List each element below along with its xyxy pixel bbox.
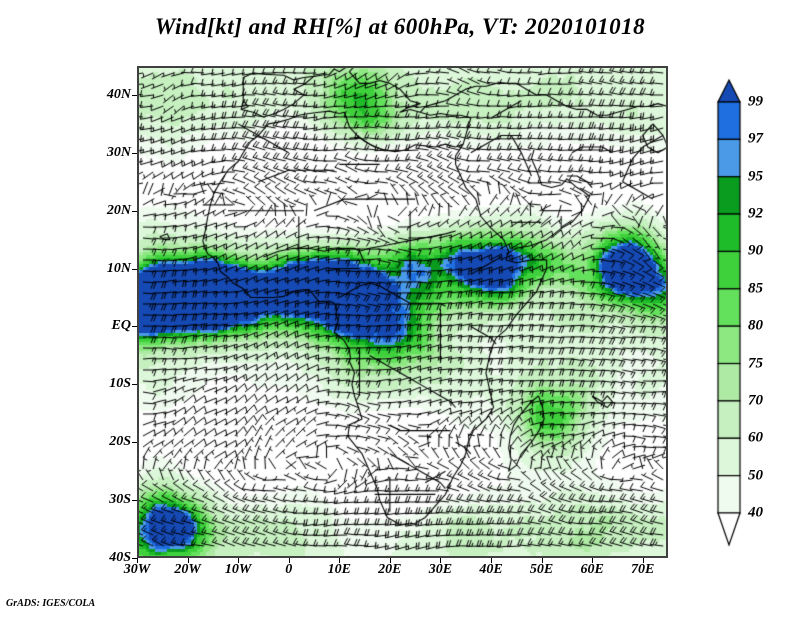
colorbar-tick-label: 70 [748,392,763,409]
colorbar-tick-label: 97 [748,130,763,147]
x-axis-tick-label: 70E [631,562,655,577]
y-tick [132,152,137,154]
x-axis-tick-label: 20W [174,562,201,577]
y-axis-tick-label: 40S [109,550,131,565]
page-title: Wind[kt] and RH[%] at 600hPa, VT: 202010… [154,14,646,39]
rh-colorbar[interactable]: 99 97 95 92 90 85 80 75 70 60 50 40 [714,70,800,550]
x-tick [187,558,189,563]
y-tick [132,326,137,328]
y-axis-tick-label: 20N [106,202,131,218]
y-tick [132,558,137,559]
colorbar-tick-label: 50 [748,467,763,484]
rh-wind-map-canvas[interactable] [137,66,668,558]
x-axis-tick-label: 10W [224,562,252,577]
x-axis-tick-label: 30E [428,562,453,577]
y-axis-tick-label: 20S [109,434,131,450]
colorbar-tick-label: 85 [748,280,763,297]
x-tick [592,558,594,563]
x-tick [541,558,543,563]
x-axis-tick-label: 40E [479,562,503,577]
x-tick [288,558,290,563]
y-tick [132,442,137,444]
credit-text: GrADS: IGES/COLA [6,598,96,609]
x-axis-tick-label: 60E [580,562,604,577]
x-axis-tick-label: 20E [378,562,402,577]
y-axis-tick-label: 30N [106,144,131,160]
y-tick [132,94,137,96]
y-tick [132,384,137,386]
x-axis-tick-label: 50E [529,562,554,577]
y-tick [132,500,137,502]
x-tick [389,558,391,563]
colorbar-tick-label: 75 [748,355,763,372]
x-tick [339,558,341,563]
x-axis-tick-label: 0 [285,562,293,577]
colorbar-tick-label: 40 [748,504,763,521]
y-axis-tick-label: 40N [106,86,131,102]
y-tick [132,210,137,212]
y-tick [132,268,137,270]
y-axis-tick-label: 10N [106,260,131,276]
y-axis-tick-label: EQ [111,318,131,334]
colorbar-tick-label: 60 [748,429,763,446]
x-tick [642,558,644,563]
colorbar-tick-label: 90 [748,242,763,259]
x-tick [137,558,138,563]
x-axis-tick-label: 30W [123,562,151,577]
colorbar-tick-label: 95 [748,168,763,185]
colorbar-swatches [714,70,754,550]
x-tick [440,558,442,563]
x-tick [238,558,240,563]
y-axis-tick-label: 10S [109,376,131,392]
map-plot-area[interactable] [132,66,668,563]
colorbar-tick-label: 99 [748,93,763,110]
x-tick [491,558,492,563]
x-axis-tick-label: 10E [327,562,351,577]
colorbar-tick-label: 80 [748,317,763,334]
colorbar-tick-label: 92 [748,205,763,222]
y-axis-tick-label: 30S [109,492,131,508]
